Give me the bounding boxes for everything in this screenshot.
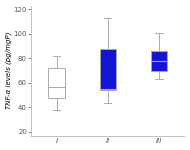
Bar	[100, 48, 116, 90]
Y-axis label: TNF-α levels (pg/mgP): TNF-α levels (pg/mgP)	[6, 32, 12, 109]
Bar	[151, 51, 167, 71]
Bar	[48, 68, 65, 98]
